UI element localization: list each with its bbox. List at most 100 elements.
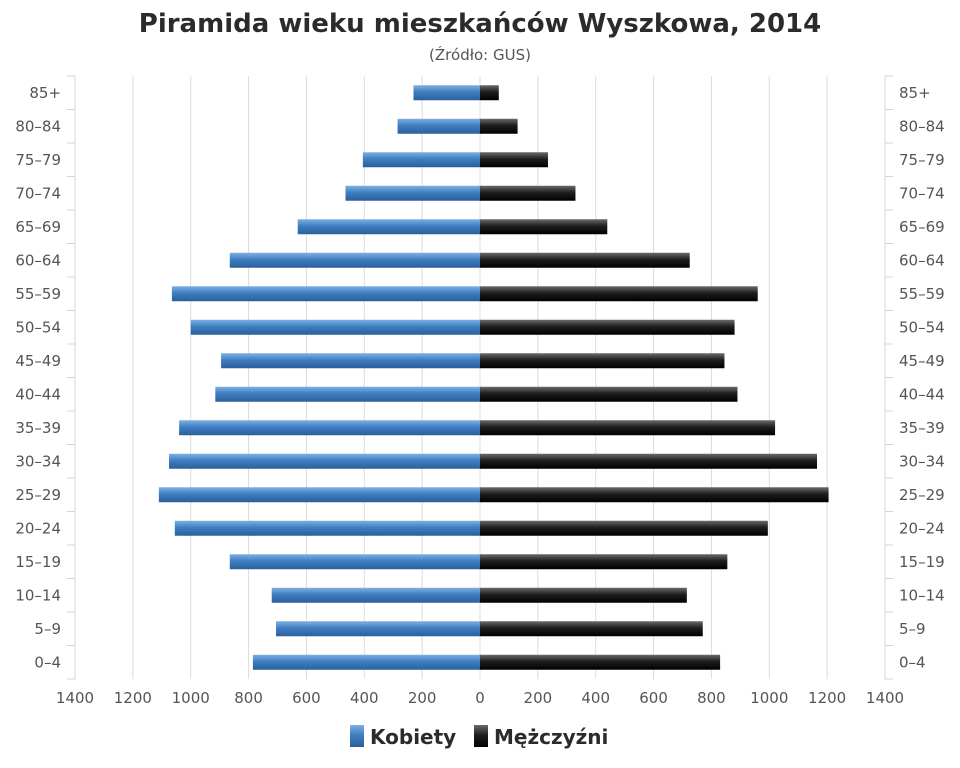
bar-mezczyzni <box>480 118 518 134</box>
axis-labels: 1400 1200 1000 800 600 400 200 0 200 400 600 800 100… <box>15 84 944 707</box>
x-tick-label: 200 <box>408 689 437 707</box>
bar-mezczyzni <box>480 587 687 603</box>
x-tick-label: 400 <box>350 689 379 707</box>
category-label-left: 5–9 <box>34 620 61 638</box>
category-label-right: 35–39 <box>899 419 945 437</box>
axes <box>67 75 893 680</box>
x-tick-label: 800 <box>697 689 726 707</box>
bar-mezczyzni <box>480 319 735 335</box>
legend-label-mezczyzni: Mężczyźni <box>494 725 608 749</box>
category-label-right: 20–24 <box>899 519 945 537</box>
grid-lines <box>132 76 828 679</box>
bar-kobiety <box>276 621 480 637</box>
chart-title: Piramida wieku mieszkańców Wyszkowa, 201… <box>139 9 821 39</box>
category-label-left: 70–74 <box>15 184 61 202</box>
category-label-right: 15–19 <box>899 553 945 571</box>
bar-mezczyzni <box>480 453 818 469</box>
bar-kobiety <box>174 520 480 536</box>
x-tick-label: 1000 <box>750 689 788 707</box>
bar-mezczyzni <box>480 252 690 268</box>
x-tick-label: 1400 <box>866 689 904 707</box>
category-label-right: 40–44 <box>899 385 945 403</box>
bar-kobiety <box>297 219 480 235</box>
bar-kobiety <box>158 487 480 503</box>
bar-kobiety <box>345 185 480 201</box>
bar-mezczyzni <box>480 219 608 235</box>
category-label-right: 70–74 <box>899 184 945 202</box>
bar-mezczyzni <box>480 654 721 670</box>
bars <box>158 85 829 670</box>
bar-kobiety <box>271 587 480 603</box>
legend: Kobiety Mężczyźni <box>350 725 608 749</box>
category-label-right: 65–69 <box>899 218 945 236</box>
bar-mezczyzni <box>480 487 829 503</box>
bar-kobiety <box>171 286 481 302</box>
category-label-left: 45–49 <box>15 352 61 370</box>
category-label-right: 0–4 <box>899 653 926 671</box>
category-label-right: 5–9 <box>899 620 926 638</box>
category-label-left: 20–24 <box>15 519 61 537</box>
x-tick-label: 1200 <box>114 689 152 707</box>
bar-mezczyzni <box>480 386 738 402</box>
category-label-right: 60–64 <box>899 251 945 269</box>
category-label-right: 85+ <box>899 84 931 102</box>
category-label-left: 40–44 <box>15 385 61 403</box>
category-label-left: 35–39 <box>15 419 61 437</box>
chart-subtitle: (Źródło: GUS) <box>429 45 531 64</box>
bar-kobiety <box>179 420 480 436</box>
x-tick-label: 200 <box>524 689 553 707</box>
category-label-left: 0–4 <box>34 653 61 671</box>
bar-kobiety <box>413 85 480 101</box>
category-label-left: 25–29 <box>15 486 61 504</box>
bar-kobiety <box>229 554 480 570</box>
x-tick-label: 1000 <box>172 689 210 707</box>
x-tick-label: 600 <box>292 689 321 707</box>
bar-mezczyzni <box>480 152 548 168</box>
x-tick-label: 400 <box>581 689 610 707</box>
category-label-left: 15–19 <box>15 553 61 571</box>
category-label-left: 75–79 <box>15 151 61 169</box>
bar-mezczyzni <box>480 286 758 302</box>
bar-mezczyzni <box>480 554 728 570</box>
category-label-left: 50–54 <box>15 318 61 336</box>
category-label-right: 10–14 <box>899 586 945 604</box>
bar-kobiety <box>229 252 480 268</box>
category-label-left: 30–34 <box>15 452 61 470</box>
category-label-right: 45–49 <box>899 352 945 370</box>
bar-kobiety <box>252 654 480 670</box>
bar-kobiety <box>190 319 480 335</box>
legend-swatch-mezczyzni <box>474 725 488 747</box>
bar-mezczyzni <box>480 520 768 536</box>
bar-kobiety <box>215 386 480 402</box>
category-label-left: 10–14 <box>15 586 61 604</box>
legend-swatch-kobiety <box>350 725 364 747</box>
category-label-left: 85+ <box>29 84 61 102</box>
x-tick-label: 1200 <box>808 689 846 707</box>
bar-mezczyzni <box>480 621 703 637</box>
x-tick-label: 800 <box>234 689 263 707</box>
bar-mezczyzni <box>480 185 576 201</box>
category-label-right: 30–34 <box>899 452 945 470</box>
x-tick-label: 0 <box>475 689 485 707</box>
category-label-right: 25–29 <box>899 486 945 504</box>
bar-mezczyzni <box>480 420 776 436</box>
category-label-left: 55–59 <box>15 285 61 303</box>
bar-kobiety <box>169 453 480 469</box>
x-tick-label: 1400 <box>56 689 94 707</box>
bar-kobiety <box>221 353 480 369</box>
x-tick-label: 600 <box>639 689 668 707</box>
bar-mezczyzni <box>480 85 499 101</box>
bar-kobiety <box>362 152 480 168</box>
category-label-left: 60–64 <box>15 251 61 269</box>
category-label-right: 50–54 <box>899 318 945 336</box>
bar-kobiety <box>397 118 480 134</box>
bar-mezczyzni <box>480 353 725 369</box>
legend-label-kobiety: Kobiety <box>370 725 456 749</box>
category-label-left: 80–84 <box>15 117 61 135</box>
category-label-right: 75–79 <box>899 151 945 169</box>
category-label-right: 55–59 <box>899 285 945 303</box>
category-label-right: 80–84 <box>899 117 945 135</box>
category-label-left: 65–69 <box>15 218 61 236</box>
